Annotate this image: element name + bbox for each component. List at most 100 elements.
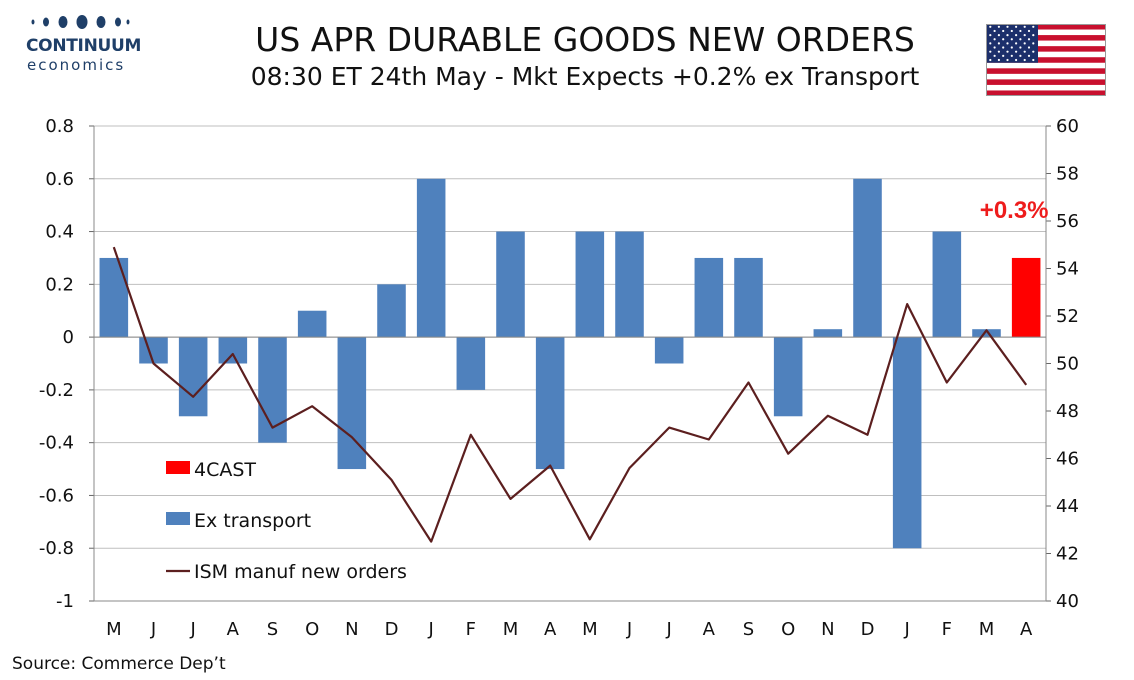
- flag-star: [1027, 29, 1031, 33]
- continuum-logo: CONTINUUM economics: [12, 14, 142, 76]
- flag-star: [1006, 50, 1009, 53]
- y-right-tick-label: 40: [1056, 591, 1079, 612]
- ex-transport-bar: [377, 284, 406, 338]
- flag-star: [1019, 29, 1022, 33]
- us-flag-icon: [986, 24, 1106, 96]
- flag-star: [1002, 54, 1005, 57]
- flag-star: [1015, 42, 1018, 45]
- flag-star: [1019, 46, 1022, 49]
- flag-stripe: [986, 46, 1106, 52]
- y-left-tick-label: -0.2: [39, 380, 74, 401]
- flag-star: [1023, 50, 1026, 53]
- flag-star: [993, 46, 996, 49]
- ex-transport-bar: [853, 178, 882, 338]
- flag-star: [997, 58, 1000, 62]
- ex-transport-bar: [654, 337, 684, 364]
- flag-star: [1019, 54, 1022, 57]
- flag-star: [1015, 50, 1018, 53]
- logo-subtitle: economics: [27, 56, 126, 74]
- flag-star: [989, 58, 992, 62]
- x-tick-label: F: [942, 619, 952, 640]
- x-tick-label: J: [666, 619, 672, 640]
- flag-star: [1032, 50, 1035, 53]
- flag-star: [1010, 38, 1013, 41]
- ex-transport-bar: [297, 310, 327, 338]
- flag-star: [1032, 42, 1035, 45]
- ex-transport-bar: [972, 329, 1001, 338]
- ex-transport-bar: [734, 257, 763, 338]
- flag-star: [1027, 38, 1031, 41]
- flag-star: [989, 33, 992, 37]
- legend-label: 4CAST: [194, 459, 256, 481]
- logo-wordmark: CONTINUUM: [26, 36, 142, 56]
- legend-label: Ex transport: [194, 510, 311, 532]
- y-right-tick-label: 58: [1056, 164, 1079, 185]
- flag-star: [1006, 58, 1009, 62]
- y-right-tick-label: 48: [1056, 401, 1079, 422]
- x-tick-label: J: [626, 619, 632, 640]
- flag-stripe: [986, 51, 1106, 58]
- x-tick-label: D: [861, 619, 875, 640]
- flag-star: [1006, 42, 1009, 45]
- x-tick-label: M: [979, 619, 995, 640]
- x-tick-label: N: [821, 619, 834, 640]
- y-right-tick-label: 56: [1056, 211, 1079, 232]
- flag-star: [989, 50, 992, 53]
- legend-swatch-4cast: [166, 461, 190, 474]
- flag-star: [993, 29, 996, 33]
- flag-star: [1010, 29, 1013, 33]
- y-right-tick-label: 60: [1056, 116, 1079, 137]
- ex-transport-bar: [178, 337, 208, 417]
- ex-transport-bar: [694, 257, 724, 338]
- x-tick-label: O: [781, 619, 795, 640]
- y-right-tick-label: 46: [1056, 449, 1079, 470]
- flag-star: [1032, 33, 1035, 37]
- ex-transport-bar: [218, 337, 248, 364]
- source-note: Source: Commerce Dep’t: [12, 654, 226, 674]
- flag-stripe: [986, 40, 1106, 47]
- flag-star: [997, 33, 1000, 37]
- legend-swatch-ex-transport: [166, 512, 190, 525]
- flag-stripe: [986, 35, 1106, 41]
- y-left-tick-label: -1: [56, 591, 74, 612]
- x-tick-label: A: [227, 619, 240, 640]
- y-left-tick-label: -0.8: [39, 538, 74, 559]
- x-tick-label: O: [305, 619, 319, 640]
- ex-transport-bar: [535, 337, 565, 470]
- chart-plot: 0.8 0.6 0.4 0.2 0 -0.2 -0.4 -0.6 -0.8 -1 60 58 56 54 5…: [39, 116, 1079, 640]
- x-tick-label: J: [904, 619, 910, 640]
- flag-stripe: [986, 90, 1106, 96]
- flag-stripe: [986, 68, 1106, 75]
- x-tick-label: D: [385, 619, 399, 640]
- ex-transport-bar: [139, 337, 168, 364]
- x-tick-label: S: [267, 619, 278, 640]
- flag-star: [1019, 38, 1022, 41]
- x-tick-label: M: [503, 619, 519, 640]
- ex-transport-bar: [575, 231, 605, 338]
- x-tick-label: A: [703, 619, 716, 640]
- y-left-tick-label: 0: [63, 327, 74, 348]
- ism-series-line: [112, 246, 1028, 543]
- flag-star: [1015, 25, 1018, 28]
- flag-star: [1002, 29, 1005, 33]
- x-tick-label: J: [428, 619, 434, 640]
- y-left-tick-label: -0.6: [39, 485, 74, 506]
- y-right-tick-label: 54: [1056, 259, 1079, 280]
- flag-star: [1023, 33, 1026, 37]
- chart-title: US APR DURABLE GOODS NEW ORDERS: [255, 20, 915, 59]
- flag-star: [1015, 58, 1018, 62]
- ex-transport-bar: [99, 257, 129, 338]
- ex-transport-bar: [932, 231, 962, 338]
- y-left-tick-label: 0.6: [45, 169, 74, 190]
- x-tick-label: J: [190, 619, 196, 640]
- flag-star: [1006, 25, 1009, 28]
- y-left-tick-label: -0.4: [39, 433, 74, 454]
- flag-stripe: [986, 29, 1106, 36]
- y-left-tick-label: 0.8: [45, 116, 74, 137]
- flag-star: [993, 38, 996, 41]
- flag-star: [1023, 42, 1026, 45]
- flag-star: [997, 50, 1000, 53]
- ex-transport-bar: [416, 178, 446, 338]
- y-right-tick-label: 50: [1056, 354, 1079, 375]
- flag-star: [989, 42, 992, 45]
